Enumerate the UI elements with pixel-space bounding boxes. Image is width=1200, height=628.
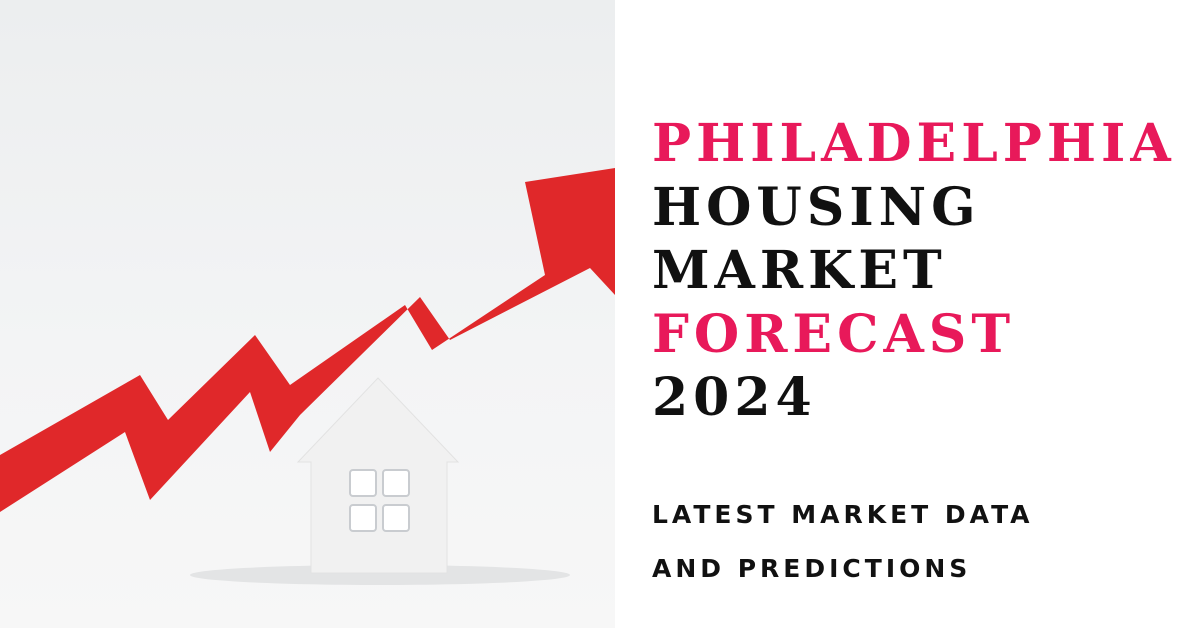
title-line-market: MARKET <box>652 240 947 301</box>
subtitle-line-2: AND PREDICTIONS <box>652 554 972 583</box>
title-line-housing: HOUSING <box>652 176 981 238</box>
house-icon <box>296 377 460 574</box>
shadow <box>190 565 570 585</box>
title-line-city: PHILADELPHIA <box>652 113 1176 174</box>
title-line-forecast: FORECAST <box>652 303 1016 365</box>
rising-arrow-icon <box>0 168 615 512</box>
page-title: PHILADELPHIA HOUSING MARKET FORECAST 202… <box>652 112 1176 430</box>
subtitle-line-1: LATEST MARKET DATA <box>652 500 1034 529</box>
photo-illustration <box>0 168 615 585</box>
hero-photo <box>0 0 615 628</box>
title-line-year: 2024 <box>652 367 817 428</box>
subtitle: LATEST MARKET DATA AND PREDICTIONS <box>652 488 1034 596</box>
